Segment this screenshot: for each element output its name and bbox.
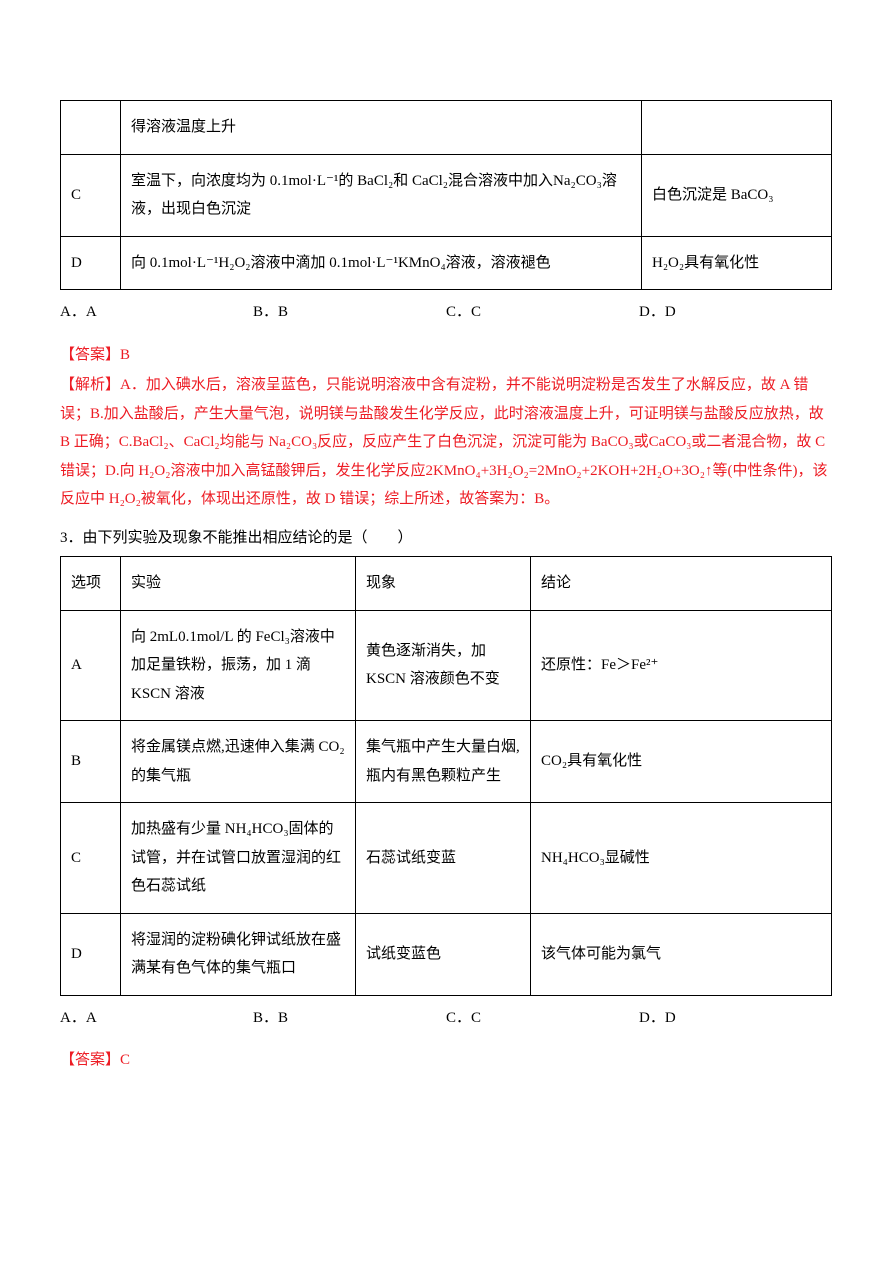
option-c: C．C [446, 1004, 639, 1033]
cell-phen: 黄色逐渐消失，加KSCN 溶液颜色不变 [356, 610, 531, 721]
table-row: B 将金属镁点燃,迅速伸入集满 CO₂的集气瓶 集气瓶中产生大量白烟,瓶内有黑色… [61, 721, 832, 803]
analysis-label: 【解析】 [60, 377, 120, 393]
table-row: D 向 0.1mol·L⁻¹H₂O₂溶液中滴加 0.1mol·L⁻¹KMnO₄溶… [61, 236, 832, 290]
cell-conc [642, 101, 832, 155]
table-row: A 向 2mL0.1mol/L 的 FeCl₃溶液中加足量铁粉，振荡，加 1 滴… [61, 610, 832, 721]
cell-conc: NH₄HCO₃显碱性 [531, 803, 832, 914]
cell-exp: 将金属镁点燃,迅速伸入集满 CO₂的集气瓶 [121, 721, 356, 803]
cell-phen: 石蕊试纸变蓝 [356, 803, 531, 914]
answer-value: B [120, 347, 130, 363]
cell-opt: C [61, 154, 121, 236]
cell-conc: CO₂具有氧化性 [531, 721, 832, 803]
header-cell: 实验 [121, 557, 356, 611]
option-d: D．D [639, 298, 832, 327]
cell-exp: 得溶液温度上升 [121, 101, 642, 155]
option-d: D．D [639, 1004, 832, 1033]
cell-exp: 向 0.1mol·L⁻¹H₂O₂溶液中滴加 0.1mol·L⁻¹KMnO₄溶液，… [121, 236, 642, 290]
cell-opt: A [61, 610, 121, 721]
analysis-1: 【解析】A．加入碘水后，溶液呈蓝色，只能说明溶液中含有淀粉，并不能说明淀粉是否发… [60, 371, 832, 514]
options-line-2: A．A B．B C．C D．D [60, 1004, 832, 1033]
answer-1: 【答案】B [60, 341, 832, 370]
cell-exp: 向 2mL0.1mol/L 的 FeCl₃溶液中加足量铁粉，振荡，加 1 滴 K… [121, 610, 356, 721]
cell-exp: 室温下，向浓度均为 0.1mol·L⁻¹的 BaCl₂和 CaCl₂混合溶液中加… [121, 154, 642, 236]
table-row: C 加热盛有少量 NH₄HCO₃固体的试管，并在试管口放置湿润的红色石蕊试纸 石… [61, 803, 832, 914]
answer-label: 【答案】 [60, 347, 120, 363]
analysis-body: A．加入碘水后，溶液呈蓝色，只能说明溶液中含有淀粉，并不能说明淀粉是否发生了水解… [60, 377, 827, 507]
header-cell: 现象 [356, 557, 531, 611]
cell-conc: H₂O₂具有氧化性 [642, 236, 832, 290]
option-b: B．B [253, 298, 446, 327]
header-cell: 结论 [531, 557, 832, 611]
cell-exp: 将湿润的淀粉碘化钾试纸放在盛满某有色气体的集气瓶口 [121, 913, 356, 995]
question-3-stem: 3．由下列实验及现象不能推出相应结论的是（ ） [60, 524, 832, 553]
answer-value: C [120, 1052, 130, 1068]
cell-opt: B [61, 721, 121, 803]
answer-2: 【答案】C [60, 1046, 832, 1075]
table-1: 得溶液温度上升 C 室温下，向浓度均为 0.1mol·L⁻¹的 BaCl₂和 C… [60, 100, 832, 290]
options-line-1: A．A B．B C．C D．D [60, 298, 832, 327]
cell-opt: D [61, 236, 121, 290]
cell-phen: 集气瓶中产生大量白烟,瓶内有黑色颗粒产生 [356, 721, 531, 803]
cell-phen: 试纸变蓝色 [356, 913, 531, 995]
cell-opt: C [61, 803, 121, 914]
table-row: D 将湿润的淀粉碘化钾试纸放在盛满某有色气体的集气瓶口 试纸变蓝色 该气体可能为… [61, 913, 832, 995]
table-header-row: 选项 实验 现象 结论 [61, 557, 832, 611]
cell-conc: 白色沉淀是 BaCO₃ [642, 154, 832, 236]
option-b: B．B [253, 1004, 446, 1033]
cell-opt: D [61, 913, 121, 995]
cell-conc: 还原性：Fe＞Fe²⁺ [531, 610, 832, 721]
option-a: A．A [60, 1004, 253, 1033]
cell-exp: 加热盛有少量 NH₄HCO₃固体的试管，并在试管口放置湿润的红色石蕊试纸 [121, 803, 356, 914]
table-row: C 室温下，向浓度均为 0.1mol·L⁻¹的 BaCl₂和 CaCl₂混合溶液… [61, 154, 832, 236]
option-c: C．C [446, 298, 639, 327]
header-cell: 选项 [61, 557, 121, 611]
answer-label: 【答案】 [60, 1052, 120, 1068]
table-row: 得溶液温度上升 [61, 101, 832, 155]
option-a: A．A [60, 298, 253, 327]
table-2: 选项 实验 现象 结论 A 向 2mL0.1mol/L 的 FeCl₃溶液中加足… [60, 556, 832, 996]
cell-conc: 该气体可能为氯气 [531, 913, 832, 995]
cell-opt [61, 101, 121, 155]
